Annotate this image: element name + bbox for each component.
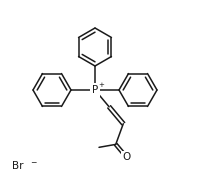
Text: P: P — [92, 85, 98, 95]
Text: −: − — [30, 158, 36, 168]
Text: O: O — [123, 152, 131, 162]
Text: +: + — [98, 82, 104, 88]
Text: Br: Br — [12, 161, 23, 171]
